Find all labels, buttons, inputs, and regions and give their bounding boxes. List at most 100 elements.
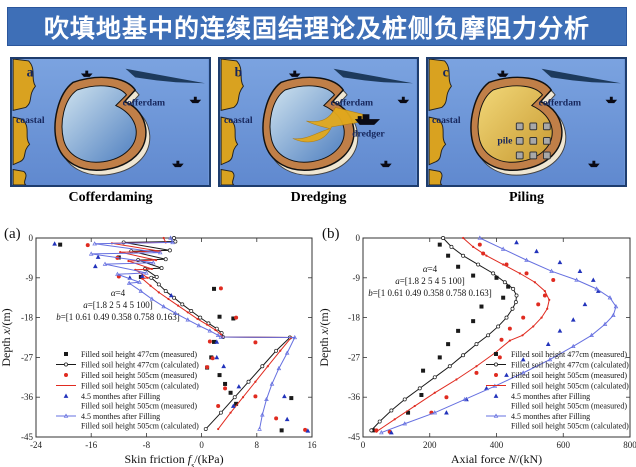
y-tick-label: -27: [21, 352, 33, 362]
page-title: 吹填地基中的连续固结理论及桩侧负摩阻力分析: [43, 13, 590, 43]
panel-a-caption: Cofferdaming: [68, 190, 153, 205]
chart-panel-label: (a): [4, 226, 21, 242]
legend: Filled soil height 477cm (measured) Fille…: [486, 350, 629, 431]
legend-item-5-line-1: Filled soil height 505cm (calculated): [511, 422, 629, 431]
x-tick-label: 600: [557, 440, 571, 450]
chart-svg: 0 200 400 600 800 0 -9 -18 -27 -36 -45 (b) Axial for…: [317, 226, 636, 466]
y-tick-label: -45: [348, 432, 360, 442]
x-tick-label: 200: [423, 440, 437, 450]
pile-grid: [515, 122, 551, 160]
legend-item-4-line-1: Filled soil height 505cm (measured): [81, 402, 197, 411]
series-5: [88, 235, 298, 431]
axis-ticks: [362, 237, 631, 438]
legend-item-3-line-0: Filled soil height 505cm (calculated): [511, 382, 629, 391]
panel-letter: a: [27, 64, 34, 79]
y-tick-label: -45: [21, 432, 33, 442]
legend-item-3-line-0: Filled soil height 505cm (calculated): [81, 382, 199, 391]
enclosed-water: [269, 85, 345, 163]
panel-letter: c: [443, 64, 449, 79]
y-tick-label: -9: [26, 273, 34, 283]
y-axis-title: Depth x/(m): [318, 308, 331, 366]
coastal-land: [220, 59, 244, 185]
panel-piling: pile c coastal cofferdam Piling: [426, 57, 627, 206]
y-tick-label: -18: [348, 313, 360, 323]
legend-item-2-line-0: Filled soil height 505cm (measured): [81, 371, 197, 380]
y-tick-label: -18: [21, 313, 33, 323]
annotation-line: a=[1.8 2 5 4 5 100]: [83, 300, 153, 310]
panel-illustration-svg: dredger b coastal cofferdam: [220, 59, 416, 185]
panel-b-caption: Dredging: [290, 190, 347, 205]
panel-dredging: dredger b coastal cofferdam Dredging: [218, 57, 419, 206]
legend-item-4-line-0: 4.5 monthes after Filling: [81, 392, 160, 401]
boat-silhouettes: [288, 70, 410, 168]
x-tick-label: 0: [361, 440, 366, 450]
x-tick-label: -24: [30, 440, 42, 450]
coastal-land: [12, 59, 36, 185]
x-tick-label: -16: [85, 440, 97, 450]
coastal-label: coastal: [224, 115, 253, 126]
y-tick-label: -36: [348, 392, 360, 402]
boat-silhouettes: [496, 70, 618, 168]
x-tick-label: 0: [199, 440, 204, 450]
series-1: [121, 236, 292, 431]
y-tick-label: -9: [353, 273, 361, 283]
annotation-line: b=[1 0.61 0.49 0.358 0.758 0.163]: [56, 312, 180, 322]
legend-item-5-line-0: 4.5 monthes after Filling: [81, 412, 160, 421]
dredger-boat: [354, 114, 381, 125]
charts-row: -24 -16 -8 0 8 16 0 -9 -18 -27 -36 -45 (a) Skin frict…: [0, 222, 636, 467]
x-tick-label: 400: [490, 440, 504, 450]
annotation-line: b=[1 0.61 0.49 0.358 0.758 0.163]: [368, 288, 492, 298]
x-tick-label: -8: [143, 440, 151, 450]
legend: Filled soil height 477cm (measured) Fille…: [56, 350, 199, 431]
illustration-row: a coastal cofferdam Cofferdaming dredger b c…: [10, 57, 628, 206]
legend-item-5-line-1: Filled soil height 505cm (calculated): [81, 422, 199, 431]
chart-panel-label: (b): [322, 226, 340, 242]
x-axis-title: Axial force N/(kN): [451, 452, 542, 466]
panel-illustration-svg: pile c coastal cofferdam: [428, 59, 624, 185]
panel-cofferdaming: a coastal cofferdam Cofferdaming: [10, 57, 211, 206]
coastal-label: coastal: [432, 115, 461, 126]
x-tick-label: 8: [255, 440, 260, 450]
y-tick-label: 0: [29, 233, 34, 243]
panel-b-illustration: dredger b coastal cofferdam: [218, 57, 419, 187]
series-1: [369, 236, 519, 433]
enclosed-water: [61, 85, 137, 163]
annotation-line: a=[1.8 2 5 4 5 100]: [395, 276, 465, 286]
boat-silhouettes: [80, 70, 202, 168]
dredger-label: dredger: [352, 129, 385, 140]
title-banner: 吹填地基中的连续固结理论及桩侧负摩阻力分析: [7, 7, 627, 46]
panel-letter: b: [235, 64, 243, 79]
panel-illustration-svg: a coastal cofferdam: [12, 59, 208, 185]
cofferdam-label: cofferdam: [331, 98, 373, 109]
legend-item-4-line-0: 4.5 monthes after Filling: [511, 392, 590, 401]
legend-item-1-line-0: Filled soil height 477cm (calculated): [511, 361, 629, 370]
y-tick-label: 0: [356, 233, 361, 243]
annotation-line: α=4: [423, 264, 438, 274]
x-axis-title: Skin friction fs/(kPa): [124, 452, 223, 467]
dredge-plume: [292, 107, 367, 143]
legend-item-5-line-0: 4.5 monthes after Filling: [511, 412, 590, 421]
cofferdam-label: cofferdam: [539, 98, 582, 109]
coastal-land: [428, 59, 452, 185]
legend-item-0-line-0: Filled soil height 477cm (measured): [511, 350, 627, 359]
chart-svg: -24 -16 -8 0 8 16 0 -9 -18 -27 -36 -45 (a) Skin frict…: [0, 226, 318, 467]
coastal-label: coastal: [16, 115, 45, 126]
legend-item-4-line-1: Filled soil height 505cm (measured): [511, 402, 627, 411]
panel-c-illustration: pile c coastal cofferdam: [426, 57, 627, 187]
cofferdam-label: cofferdam: [123, 98, 165, 109]
panel-c-caption: Piling: [508, 190, 544, 205]
legend-item-1-line-0: Filled soil height 477cm (calculated): [81, 361, 199, 370]
y-tick-label: -27: [348, 352, 360, 362]
panel-a-illustration: a coastal cofferdam: [10, 57, 211, 187]
y-tick-label: -36: [21, 392, 33, 402]
chart-skin-friction: -24 -16 -8 0 8 16 0 -9 -18 -27 -36 -45 (a) Skin frict…: [0, 222, 318, 467]
x-tick-label: 16: [308, 440, 318, 450]
annotation-line: α=4: [111, 288, 126, 298]
legend-item-2-line-0: Filled soil height 505cm (measured): [511, 371, 627, 380]
x-tick-label: 800: [623, 440, 636, 450]
chart-axial-force: 0 200 400 600 800 0 -9 -18 -27 -36 -45 (b) Axial for…: [317, 222, 636, 467]
series-3: [375, 236, 551, 433]
legend-item-0-line-0: Filled soil height 477cm (measured): [81, 350, 197, 359]
y-axis-title: Depth x/(m): [0, 308, 13, 366]
